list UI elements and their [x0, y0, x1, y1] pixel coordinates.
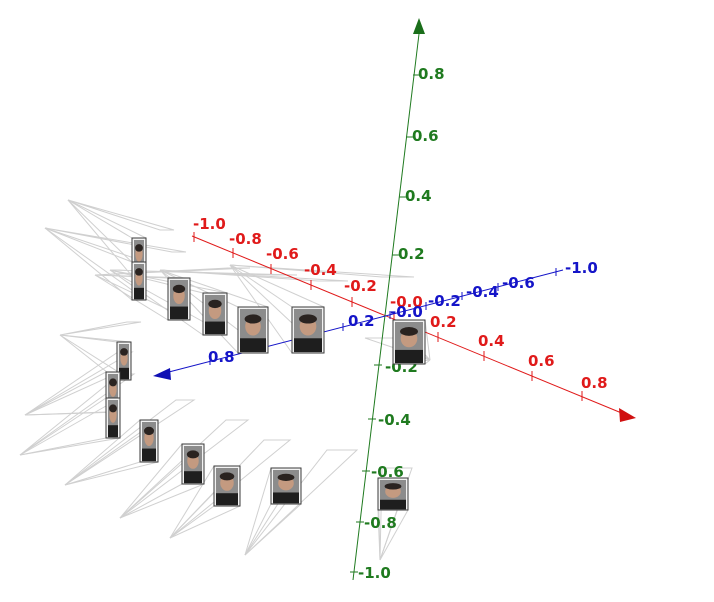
y-tick-label: 0.8 — [418, 65, 445, 83]
y-tick-label: 0.6 — [412, 127, 439, 145]
camera-image-thumbnail — [291, 306, 325, 354]
x-axis: -1.0 -0.8 -0.6 -0.4 -0.2 -0.0 0.2 0.4 0.… — [191, 215, 636, 422]
camera-image-thumbnail — [237, 306, 269, 354]
camera-image-thumbnail — [116, 341, 132, 381]
x-tick-label: -0.4 — [304, 261, 337, 279]
camera-frustum — [44, 227, 187, 301]
y-axis-line — [352, 33, 420, 581]
camera-image-thumbnail — [213, 465, 241, 507]
camera-image-thumbnail — [270, 467, 302, 505]
x-axis-arrowhead — [619, 408, 636, 422]
camera-image-thumbnail — [139, 419, 159, 463]
x-tick-label: -0.8 — [229, 230, 262, 248]
x-tick-label: -0.2 — [344, 277, 377, 295]
camera-image-thumbnail — [105, 397, 121, 439]
x-tick-label: -0.6 — [266, 245, 299, 263]
z-tick-label: -0.2 — [428, 292, 461, 310]
z-axis: -1.0 -0.6 -0.4 -0.2 -0.0 0.2 0.8 — [153, 259, 598, 380]
x-tick-label: 0.6 — [528, 352, 555, 370]
y-tick-label: -1.0 — [358, 564, 391, 582]
z-axis-line — [164, 269, 564, 374]
camera-images — [105, 237, 426, 511]
y-tick-label: 0.2 — [398, 245, 425, 263]
y-tick-label: 0.4 — [405, 187, 432, 205]
camera-frustum — [67, 199, 175, 277]
x-tick-label: 0.2 — [430, 313, 457, 331]
x-tick-label: -1.0 — [193, 215, 226, 233]
z-tick-label: -0.4 — [466, 283, 499, 301]
z-tick-label: 0.8 — [208, 348, 235, 366]
x-tick-label: -0.0 — [390, 293, 423, 311]
y-tick-label: -0.8 — [364, 514, 397, 532]
z-axis-arrowhead — [153, 368, 171, 380]
z-tick-label: -0.0 — [390, 303, 423, 321]
z-tick-label: 0.2 — [348, 312, 375, 330]
camera-image-thumbnail — [131, 261, 147, 301]
camera-image-thumbnail — [202, 292, 228, 336]
y-tick-label: -0.6 — [371, 463, 404, 481]
camera-image-thumbnail — [181, 443, 205, 485]
x-tick-label: 0.4 — [478, 332, 505, 350]
camera-image-thumbnail — [377, 477, 409, 511]
camera-image-thumbnail — [167, 277, 191, 321]
y-axis-arrowhead — [413, 18, 425, 34]
y-tick-label: -0.4 — [378, 411, 411, 429]
camera-image-thumbnail — [392, 319, 426, 365]
z-tick-label: -1.0 — [565, 259, 598, 277]
z-tick-label: -0.6 — [502, 274, 535, 292]
x-tick-label: 0.8 — [581, 374, 608, 392]
